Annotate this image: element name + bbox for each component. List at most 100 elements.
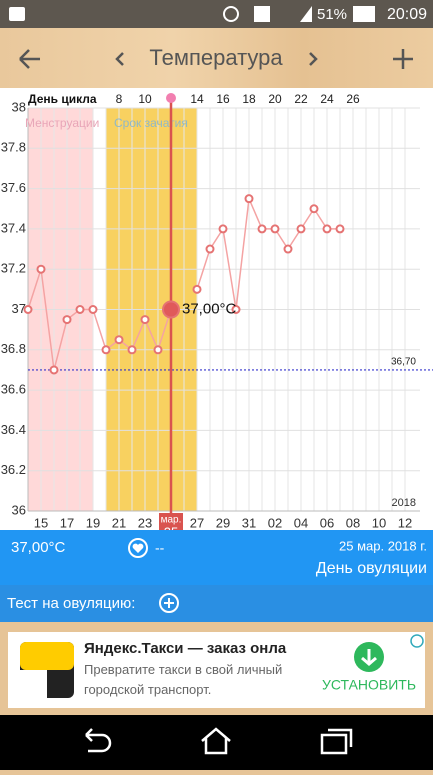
top-tick-label: 22: [294, 92, 308, 106]
point: [296, 224, 306, 234]
status-icons: 51% 20:09: [9, 6, 427, 23]
ovulation-test-bar[interactable]: Тест на овуляцию:: [0, 585, 433, 622]
battery-icon: [353, 6, 375, 22]
ad-icon-cell: [20, 670, 47, 698]
x-tick-label: 04: [294, 515, 308, 530]
point: [309, 204, 319, 214]
gallery-icon: [9, 7, 25, 21]
x-tick-label: 06: [320, 515, 334, 530]
ad-info-icon[interactable]: [410, 634, 424, 648]
point: [244, 194, 254, 204]
battery-percent: 51%: [317, 6, 347, 23]
plot-background: [27, 107, 420, 512]
point: [283, 244, 293, 254]
nav-recent-back: [328, 728, 353, 747]
top-axis-label: День цикла: [28, 92, 97, 106]
y-tick-label: 36.6: [1, 382, 26, 397]
x-tick-label: 10: [372, 515, 386, 530]
nav-recent[interactable]: [320, 733, 348, 755]
clock: 20:09: [387, 6, 427, 23]
marker-month: мар.: [161, 515, 182, 526]
selected-value-label: 37,00°C: [182, 300, 237, 317]
heart-shape: [132, 543, 144, 553]
point: [62, 315, 72, 325]
top-tick-label: 8: [116, 92, 123, 106]
y-tick-label: 37: [12, 301, 26, 316]
test-label: Тест на овуляцию:: [7, 595, 135, 612]
top-tick-label: 18: [242, 92, 256, 106]
chart-area: День цикла 2018 Менструации Срок зачатия 3…: [0, 88, 433, 541]
info-day-type: День овуляции: [316, 560, 427, 577]
heart-value: --: [155, 540, 165, 556]
info-bar: 37,00°C -- 25 мар. 2018 г. День овуляции: [0, 530, 433, 585]
alarm-icon: [223, 6, 239, 22]
point: [140, 315, 150, 325]
y-tick-label: 37.8: [1, 140, 26, 155]
x-tick-label: 08: [346, 515, 360, 530]
back-button[interactable]: [19, 49, 40, 69]
x-tick-label: 27: [190, 515, 204, 530]
test-add-button[interactable]: [159, 593, 179, 613]
ad-title: Яндекс.Такси — заказ онла: [84, 640, 287, 657]
top-tick-label: 20: [268, 92, 282, 106]
ad-text: Превратите такси в свой личный городской…: [84, 662, 283, 697]
toolbar-svg: Температура: [19, 45, 413, 70]
selected-point: [162, 300, 180, 319]
signal-icon: [300, 6, 312, 22]
ad-icon-top: [20, 642, 74, 670]
point: [23, 305, 33, 314]
nav-bar: [0, 715, 433, 770]
marker-icon: [166, 93, 176, 103]
point: [231, 305, 241, 314]
status-bar: 51% 20:09: [0, 0, 433, 28]
top-tick-label: 14: [190, 92, 204, 106]
point: [36, 264, 46, 274]
y-tick-label: 36.4: [1, 422, 26, 437]
y-tick-label: 37.6: [1, 180, 26, 195]
info-svg: 37,00°C -- 25 мар. 2018 г. День овуляции: [11, 538, 427, 577]
point: [88, 305, 98, 314]
toolbar-title: Температура: [149, 45, 283, 70]
h-icon: [254, 6, 270, 22]
point: [114, 335, 124, 345]
prev-button[interactable]: [115, 52, 124, 66]
point: [205, 244, 215, 254]
top-tick-label: 24: [320, 92, 334, 106]
x-tick-label: 15: [34, 515, 48, 530]
x-tick-label: 29: [216, 515, 230, 530]
install-arrow: [361, 649, 377, 666]
add-button[interactable]: [393, 49, 413, 69]
ad-banner[interactable]: УСТАНОВИТЬ Яндекс.Такси — заказ онла Пре…: [8, 632, 425, 708]
top-tick-label: 26: [346, 92, 360, 106]
year-label: 2018: [392, 497, 416, 509]
nav-svg: [85, 727, 353, 755]
nav-back[interactable]: [85, 728, 112, 753]
point: [257, 224, 267, 234]
band-label: Срок зачатия: [114, 116, 188, 130]
heart-icon[interactable]: [128, 538, 148, 558]
chart: День цикла 2018 Менструации Срок зачатия3…: [1, 92, 433, 541]
nav-home[interactable]: [201, 727, 231, 755]
next-button[interactable]: [309, 52, 318, 66]
toolbar: Температура: [0, 28, 433, 88]
baseline-label: 36,70: [391, 357, 416, 368]
top-tick-label: 16: [216, 92, 230, 106]
ad-svg: УСТАНОВИТЬ: [20, 634, 424, 698]
y-tick-label: 37.2: [1, 261, 26, 276]
y-tick-label: 37.4: [1, 220, 26, 235]
y-tick-label: 36.8: [1, 341, 26, 356]
point: [49, 365, 59, 375]
point: [335, 224, 345, 234]
band-label: Менструации: [25, 116, 99, 130]
install-button[interactable]: УСТАНОВИТЬ: [322, 677, 416, 693]
info-date: 25 мар. 2018 г.: [339, 538, 427, 553]
x-tick-label: 19: [86, 515, 100, 530]
point: [127, 345, 137, 355]
point: [75, 305, 85, 314]
test-add-plus: [164, 598, 174, 608]
point: [101, 345, 111, 355]
point: [218, 224, 228, 234]
y-tick-label: 38: [12, 99, 26, 114]
